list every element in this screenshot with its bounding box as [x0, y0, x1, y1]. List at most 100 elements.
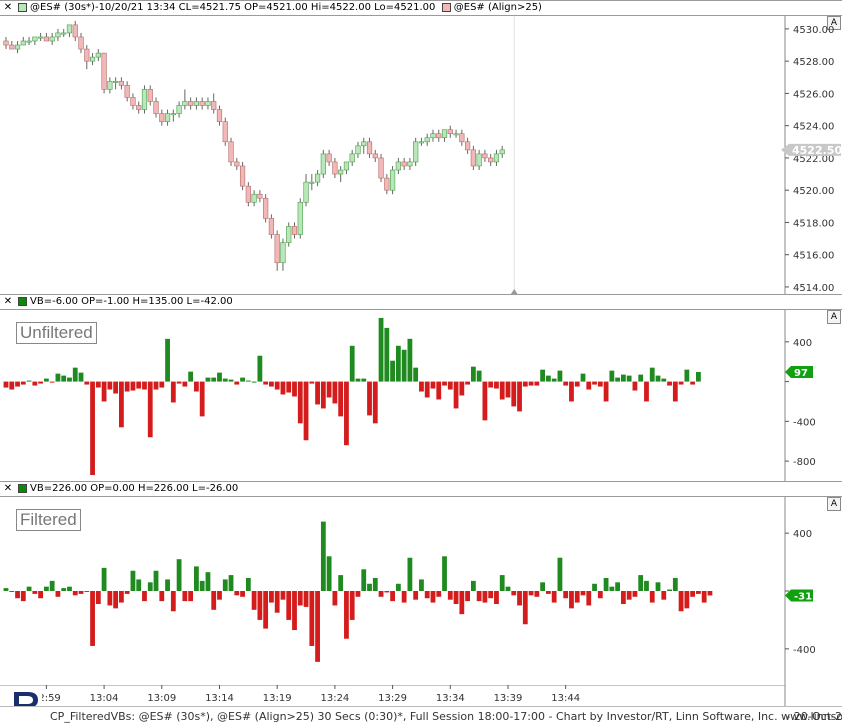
- unfiltered-autoscale-button[interactable]: A: [827, 310, 841, 324]
- histogram-bar: [465, 591, 470, 602]
- histogram-bar: [26, 380, 32, 382]
- candle-swatch-icon: [441, 2, 451, 12]
- histogram-bar: [245, 380, 251, 382]
- histogram-bar: [672, 577, 678, 591]
- histogram-bar: [153, 381, 159, 390]
- histogram-bar: [649, 591, 655, 603]
- histogram-bar: [136, 381, 142, 389]
- histogram-bar: [690, 381, 696, 385]
- candle-body: [464, 141, 471, 151]
- price-autoscale-button[interactable]: A: [827, 16, 841, 30]
- footer: CP_FilteredVBs: @ES# (30s*), @ES# (Align…: [0, 706, 842, 727]
- candle-body: [211, 101, 217, 110]
- close-icon[interactable]: ✕: [3, 483, 13, 494]
- histogram-bar: [517, 591, 522, 606]
- close-icon[interactable]: ✕: [3, 2, 13, 13]
- histogram-bar: [655, 582, 661, 591]
- histogram-bar: [3, 588, 9, 591]
- footer-text: CP_FilteredVBs: @ES# (30s*), @ES# (Align…: [50, 710, 842, 723]
- histogram-bar: [303, 591, 309, 607]
- histogram-bar: [540, 582, 546, 591]
- histogram-bar: [194, 381, 199, 392]
- histogram-bar: [326, 381, 332, 398]
- candle-body: [430, 133, 436, 139]
- candle-body: [176, 105, 182, 114]
- histogram-bar: [84, 381, 90, 385]
- histogram-bar: [505, 381, 511, 398]
- histogram-bar: [315, 381, 320, 405]
- candle-body: [407, 161, 413, 167]
- histogram-bar: [205, 377, 211, 382]
- histogram-bar: [49, 381, 55, 383]
- histogram-bar: [292, 591, 297, 631]
- candle-body: [447, 129, 453, 135]
- histogram-bar: [182, 591, 188, 602]
- histogram-bar: [603, 577, 609, 591]
- filtered-autoscale-button[interactable]: A: [827, 497, 841, 511]
- candle-body: [436, 133, 442, 139]
- filtered-header-text: VB=226.00 OP=0.00 H=226.00 L=-26.00: [30, 483, 239, 494]
- histogram-bar: [263, 591, 269, 629]
- filtered-label: Filtered: [16, 509, 81, 531]
- histogram-bar: [165, 338, 170, 382]
- histogram-bar: [430, 381, 436, 389]
- histogram-bar: [696, 591, 701, 594]
- histogram-bar: [124, 591, 130, 594]
- unfiltered-chart[interactable]: 400 -400 -800 97: [0, 310, 842, 481]
- histogram-bar: [107, 381, 113, 390]
- candle-body: [401, 161, 407, 167]
- histogram-bar: [67, 377, 72, 382]
- histogram-bar: [534, 381, 540, 386]
- histogram-bar: [447, 591, 453, 600]
- histogram-bar: [361, 569, 367, 591]
- filtered-chart[interactable]: 400 -400 -31: [0, 497, 842, 685]
- histogram-bar: [199, 580, 205, 591]
- histogram-bar: [453, 591, 459, 605]
- histogram-bar: [61, 588, 67, 591]
- histogram-bar: [222, 378, 228, 382]
- unfiltered-label: Unfiltered: [16, 322, 97, 344]
- histogram-bar: [20, 591, 26, 602]
- histogram-bar: [626, 375, 632, 382]
- histogram-bar: [586, 591, 592, 606]
- candle-body: [309, 181, 315, 184]
- candle-body: [136, 105, 142, 110]
- histogram-bar: [603, 381, 609, 402]
- histogram-bar: [211, 377, 217, 382]
- candle-body: [355, 145, 361, 155]
- time-axis: 12:59 13:04 13:09 13:14 13:19 13:24 13:29 13:34…: [0, 685, 786, 706]
- histogram-bar: [482, 591, 488, 603]
- candle-body: [222, 121, 228, 143]
- histogram-bar: [511, 591, 517, 596]
- histogram-bar: [101, 381, 107, 402]
- y-tick-label: 400: [793, 338, 812, 349]
- histogram-bar: [38, 381, 44, 384]
- histogram-bar: [199, 381, 205, 417]
- histogram-bar: [136, 579, 142, 591]
- footer-date: - 20-Oct-2: [786, 710, 842, 723]
- histogram-bar: [245, 577, 251, 591]
- histogram-bar: [107, 591, 113, 606]
- close-icon[interactable]: ✕: [3, 296, 13, 307]
- histogram-bar: [349, 345, 355, 382]
- histogram-bar: [482, 381, 488, 421]
- price-chart[interactable]: 4514.00 4516.00 4518.00 4520.00 4522.00 4524.…: [0, 16, 842, 295]
- candle-body: [147, 89, 153, 102]
- histogram-bar: [182, 381, 188, 387]
- histogram-bar: [678, 591, 684, 612]
- candle-body: [326, 153, 332, 163]
- histogram-bar: [540, 369, 546, 382]
- histogram-bar: [620, 591, 626, 605]
- histogram-bar: [20, 381, 26, 385]
- last-price-tag: [781, 143, 841, 156]
- histogram-bar: [684, 369, 690, 382]
- x-tick-label: 12:59: [32, 693, 61, 704]
- histogram-bar: [153, 570, 159, 591]
- histogram-bar: [545, 591, 551, 594]
- histogram-bar: [528, 381, 534, 386]
- candle-body: [384, 177, 390, 191]
- histogram-bar: [401, 349, 407, 382]
- candle-body: [43, 36, 49, 42]
- candle-body: [89, 56, 96, 62]
- histogram-bar: [476, 370, 482, 382]
